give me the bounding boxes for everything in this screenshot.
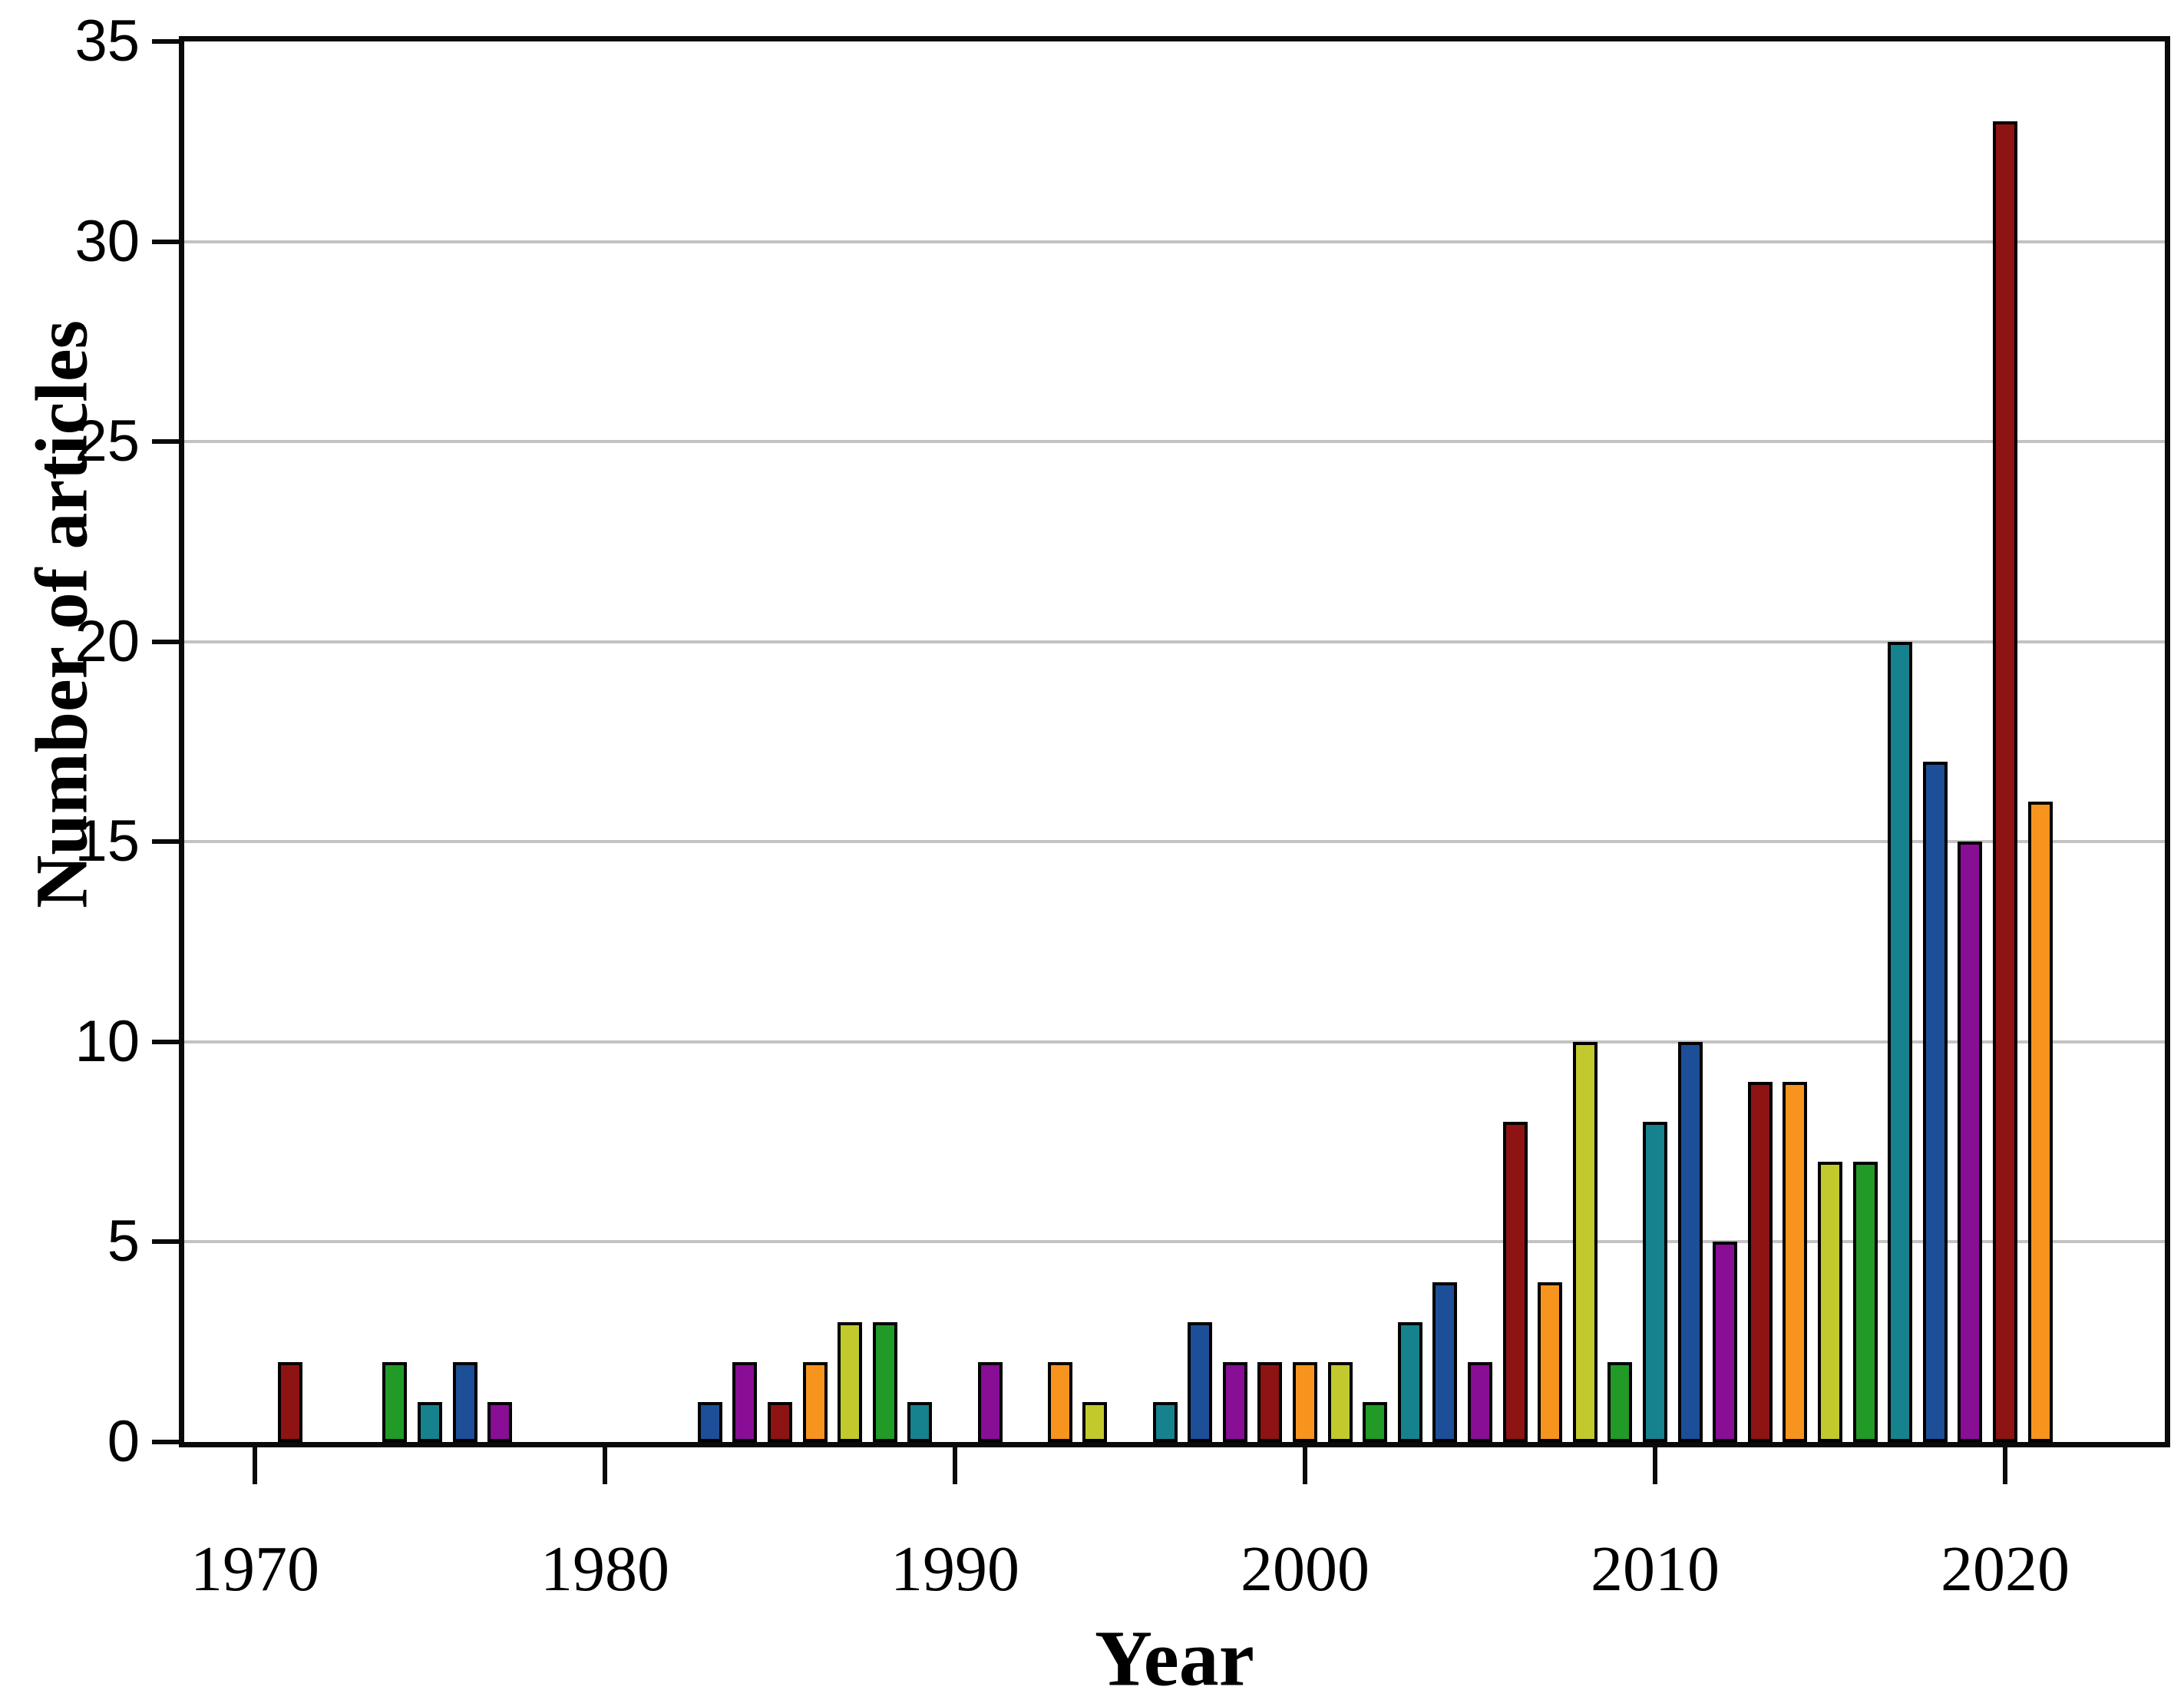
- bar-2009: [1607, 1362, 1633, 1442]
- bar-1998: [1222, 1362, 1247, 1442]
- x-tick-label-1970: 1970: [190, 1533, 319, 1605]
- bar-1996: [1152, 1402, 1178, 1442]
- bar-2000: [1293, 1362, 1317, 1442]
- bar-2010: [1643, 1122, 1667, 1442]
- bar-2018: [1922, 762, 1948, 1442]
- y-tick-35: [152, 39, 184, 44]
- y-tick-label-0: 0: [107, 1409, 140, 1474]
- bar-1987: [838, 1322, 863, 1442]
- bar-2015: [1818, 1162, 1842, 1442]
- bar-2020: [1993, 121, 2017, 1442]
- x-tick-label-2010: 2010: [1591, 1533, 1720, 1605]
- bar-2014: [1783, 1082, 1808, 1442]
- y-tick-label-10: 10: [74, 1008, 140, 1074]
- bar-1986: [802, 1362, 828, 1442]
- x-tick-2000: [1303, 1447, 1307, 1484]
- x-tick-label-2020: 2020: [1941, 1533, 2070, 1605]
- gridline-y-30: [184, 240, 2165, 243]
- y-tick-label-15: 15: [74, 809, 140, 875]
- bar-2001: [1327, 1362, 1353, 1442]
- bar-1975: [418, 1402, 442, 1442]
- x-tick-label-1990: 1990: [890, 1533, 1019, 1605]
- y-tick-20: [152, 639, 184, 644]
- bar-2016: [1852, 1162, 1878, 1442]
- bar-2021: [2027, 802, 2053, 1442]
- bar-1976: [452, 1362, 477, 1442]
- bar-2008: [1572, 1042, 1598, 1442]
- bar-1984: [732, 1362, 758, 1442]
- bar-2003: [1397, 1322, 1422, 1442]
- bar-2006: [1502, 1122, 1528, 1442]
- bar-2019: [1958, 842, 1983, 1442]
- bar-1985: [768, 1402, 792, 1442]
- y-tick-label-35: 35: [74, 8, 140, 74]
- bar-1988: [872, 1322, 897, 1442]
- bar-2011: [1677, 1042, 1703, 1442]
- bar-2013: [1747, 1082, 1773, 1442]
- y-tick-label-30: 30: [74, 208, 140, 274]
- bar-2002: [1363, 1402, 1388, 1442]
- bar-1983: [697, 1402, 722, 1442]
- x-tick-label-2000: 2000: [1241, 1533, 1370, 1605]
- bar-2005: [1468, 1362, 1492, 1442]
- y-tick-5: [152, 1239, 184, 1245]
- bar-1989: [907, 1402, 933, 1442]
- x-tick-2010: [1653, 1447, 1657, 1484]
- bar-1994: [1082, 1402, 1108, 1442]
- bar-1999: [1257, 1362, 1283, 1442]
- x-tick-label-1980: 1980: [540, 1533, 669, 1605]
- bar-2012: [1713, 1242, 1738, 1442]
- y-tick-label-25: 25: [74, 408, 140, 475]
- y-tick-10: [152, 1039, 184, 1044]
- gridline-y-25: [184, 440, 2165, 444]
- x-tick-1980: [603, 1447, 607, 1484]
- bar-1991: [977, 1362, 1003, 1442]
- bar-1993: [1047, 1362, 1072, 1442]
- bar-2004: [1432, 1282, 1458, 1442]
- y-tick-25: [152, 439, 184, 445]
- y-tick-label-20: 20: [74, 608, 140, 674]
- plot-area: [179, 36, 2170, 1447]
- x-tick-1990: [953, 1447, 957, 1484]
- x-tick-2020: [2003, 1447, 2007, 1484]
- bar-2017: [1888, 642, 1913, 1442]
- bar-1977: [487, 1402, 513, 1442]
- y-tick-30: [152, 239, 184, 244]
- x-axis-title: Year: [1095, 1614, 1254, 1690]
- gridline-y-10: [184, 1040, 2165, 1043]
- x-tick-1970: [253, 1447, 257, 1484]
- y-tick-label-5: 5: [107, 1209, 140, 1275]
- y-tick-0: [152, 1440, 184, 1444]
- y-tick-15: [152, 839, 184, 845]
- bar-1971: [277, 1362, 302, 1442]
- gridline-y-5: [184, 1240, 2165, 1244]
- bar-2007: [1538, 1282, 1563, 1442]
- gridline-y-15: [184, 840, 2165, 844]
- bar-1974: [382, 1362, 408, 1442]
- gridline-y-20: [184, 640, 2165, 643]
- bar-1997: [1188, 1322, 1213, 1442]
